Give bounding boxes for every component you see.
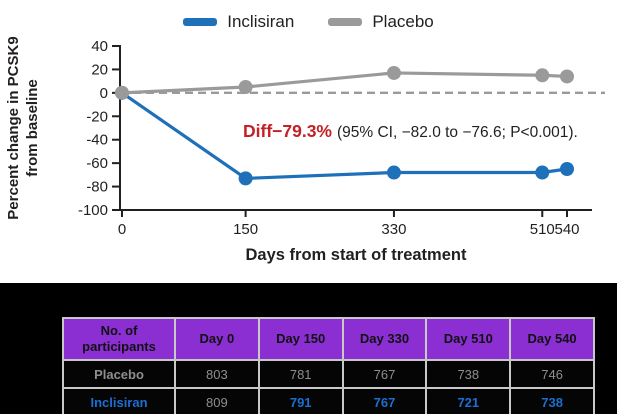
placebo-line-swatch (328, 18, 363, 26)
inclisiran-day0: 809 (174, 387, 260, 414)
chart-legend: Inclisiran Placebo (0, 12, 617, 32)
svg-text:20: 20 (91, 61, 108, 78)
difference-annotation: Diff−79.3% (95% CI, −82.0 to −76.6; P<0.0… (243, 121, 578, 142)
col-header-day150: Day 150 (257, 317, 344, 361)
participants-band: No. of participants Day 0 Day 150 Day 33… (0, 283, 617, 414)
inclisiran-day150: 791 (257, 387, 344, 414)
placebo-day540: 746 (509, 359, 595, 389)
svg-text:-60: -60 (86, 155, 108, 172)
table-header-row: No. of participants Day 0 Day 150 Day 33… (62, 317, 595, 361)
svg-text:-20: -20 (86, 108, 108, 125)
col-header-participants: No. of participants (62, 317, 176, 361)
col-header-day330: Day 330 (341, 317, 428, 361)
legend-label-inclisiran: Inclisiran (227, 12, 295, 31)
svg-text:150: 150 (233, 221, 258, 238)
placebo-day150: 781 (257, 359, 344, 389)
participants-table: No. of participants Day 0 Day 150 Day 33… (62, 317, 595, 414)
inclisiran-line-swatch (183, 18, 218, 26)
x-axis-title: Days from start of treatment (245, 246, 467, 264)
inclisiran-day510: 721 (425, 387, 512, 414)
legend-item-inclisiran: Inclisiran (183, 12, 294, 32)
table-row-placebo: Placebo 803 781 767 738 746 (62, 359, 595, 389)
line-chart-plot: 40 20 0 -20 -40 -60 -80 -100 0 150 330 510 540 (78, 38, 605, 238)
table-row-inclisiran: Inclisiran 809 791 767 721 738 (62, 387, 595, 414)
row-label-inclisiran: Inclisiran (62, 387, 176, 414)
svg-text:330: 330 (381, 221, 406, 238)
svg-text:510: 510 (530, 221, 555, 238)
placebo-day330: 767 (341, 359, 428, 389)
pcsk9-change-chart: Inclisiran Placebo Percent change in PCS… (0, 12, 617, 264)
diff-ci-text: (95% CI, −82.0 to −76.6; P<0.001). (337, 124, 578, 141)
inclisiran-day540: 738 (509, 387, 595, 414)
col-header-day540: Day 540 (509, 317, 595, 361)
inclisiran-day330: 767 (341, 387, 428, 414)
placebo-day0: 803 (174, 359, 260, 389)
legend-label-placebo: Placebo (372, 12, 434, 31)
col-header-day510: Day 510 (425, 317, 512, 361)
svg-text:40: 40 (91, 38, 108, 55)
svg-text:-80: -80 (86, 179, 108, 196)
svg-text:540: 540 (554, 221, 579, 238)
svg-text:0: 0 (100, 85, 108, 102)
row-label-placebo: Placebo (62, 359, 176, 389)
svg-text:-40: -40 (86, 132, 108, 149)
diff-value-text: Diff−79.3% (243, 121, 332, 141)
svg-text:-100: -100 (78, 202, 108, 219)
placebo-day510: 738 (425, 359, 512, 389)
legend-item-placebo: Placebo (328, 12, 434, 32)
col-header-day0: Day 0 (174, 317, 260, 361)
svg-text:0: 0 (118, 221, 126, 238)
